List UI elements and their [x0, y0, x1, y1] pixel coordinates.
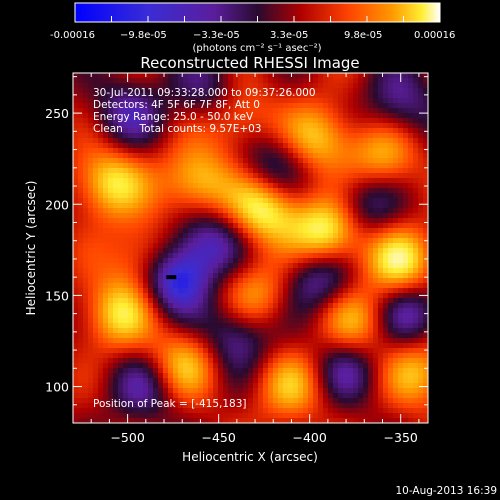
colorbar-tick-label: −3.3e-05 — [193, 30, 240, 41]
colorbar-tick-label: 0.00016 — [414, 30, 455, 41]
colorbar-tick-label: −9.8e-05 — [120, 30, 167, 41]
y-tick-label: 100 — [45, 380, 69, 395]
colorbar-tick-label: 9.8e-05 — [344, 30, 382, 41]
colorbar-tick-label: 3.3e-05 — [270, 30, 308, 41]
colorbar-units-label: (photons cm⁻² s⁻¹ asec⁻²) — [192, 43, 321, 54]
x-tick-label: −400 — [292, 430, 326, 445]
x-tick-label: −450 — [201, 430, 235, 445]
x-tick-label: −350 — [384, 430, 418, 445]
chart-title: Reconstructed RHESSI Image — [140, 54, 359, 72]
peak-marker — [166, 275, 177, 280]
x-tick-label: −500 — [110, 430, 144, 445]
x-axis-label: Heliocentric X (arcsec) — [182, 450, 318, 464]
y-tick-label: 200 — [45, 197, 69, 212]
y-tick-label: 250 — [45, 106, 69, 121]
tick-labels: −500 −450 −400 −350 100 150 200 250 — [45, 106, 418, 445]
info-time-range: 30-Jul-2011 09:33:28.000 to 09:37:26.000 — [93, 87, 316, 99]
info-detectors: Detectors: 4F 5F 6F 7F 8F, Att 0 — [93, 99, 260, 111]
heatmap-image — [73, 73, 428, 423]
colorbar-ticks — [111, 16, 404, 22]
info-energy-range: Energy Range: 25.0 - 50.0 keV — [93, 111, 254, 123]
y-tick-label: 150 — [45, 288, 69, 303]
colorbar-tick-label: -0.00016 — [50, 30, 95, 41]
plot-frame — [72, 72, 429, 424]
info-clean-counts: Clean Total counts: 9.57E+03 — [93, 123, 262, 135]
y-axis-label: Heliocentric Y (arcsec) — [24, 181, 38, 316]
axis-ticks — [73, 73, 428, 423]
footer-date: 10-Aug-2013 16:39 — [395, 485, 497, 497]
peak-position-label: Position of Peak = [-415,183] — [93, 398, 247, 410]
